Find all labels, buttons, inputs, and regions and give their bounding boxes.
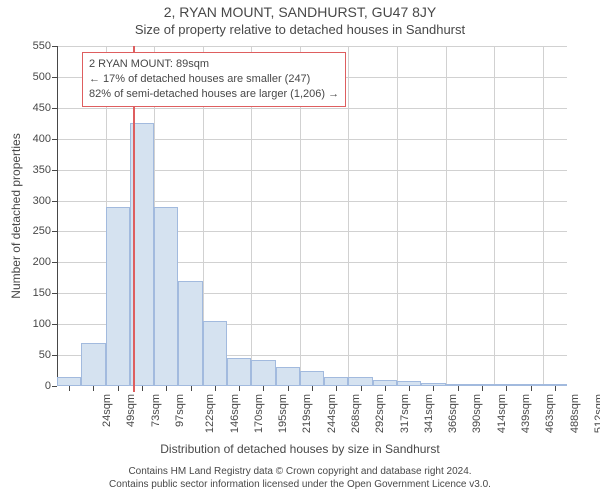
callout-line-larger: 82% of semi-detached houses are larger (… [89, 87, 339, 102]
x-tick-mark [385, 386, 386, 391]
y-tick-label: 50 [39, 349, 57, 361]
y-tick-label: 450 [33, 102, 57, 114]
callout-line-subject: 2 RYAN MOUNT: 89sqm [89, 57, 339, 72]
x-tick-mark [433, 386, 434, 391]
x-tick-mark [118, 386, 119, 391]
y-tick-label: 250 [33, 225, 57, 237]
gridline-v [348, 46, 349, 386]
histogram-bar [57, 377, 81, 386]
x-tick-label: 49sqm [125, 392, 137, 427]
x-tick-mark [239, 386, 240, 391]
y-axis-line [57, 46, 58, 386]
x-tick-mark [93, 386, 94, 391]
y-tick-label: 350 [33, 164, 57, 176]
histogram-bar [348, 377, 372, 386]
plot-area: 05010015020025030035040045050055024sqm49… [57, 46, 567, 386]
x-tick-label: 170sqm [253, 392, 265, 433]
histogram-bar [324, 377, 348, 386]
x-tick-mark [336, 386, 337, 391]
attribution-line1: Contains HM Land Registry data © Crown c… [0, 466, 600, 479]
attribution-line2: Contains public sector information licen… [0, 479, 600, 492]
gridline-v [543, 46, 544, 386]
x-tick-label: 97sqm [174, 392, 186, 427]
x-tick-mark [482, 386, 483, 391]
x-tick-mark [215, 386, 216, 391]
histogram-bar [227, 358, 251, 386]
x-tick-label: 244sqm [326, 392, 338, 433]
x-tick-label: 341sqm [423, 392, 435, 433]
x-tick-label: 366sqm [447, 392, 459, 433]
x-tick-mark [288, 386, 289, 391]
x-tick-mark [531, 386, 532, 391]
x-tick-mark [191, 386, 192, 391]
x-tick-mark [166, 386, 167, 391]
x-tick-mark [263, 386, 264, 391]
x-tick-label: 219sqm [302, 392, 314, 433]
gridline-v [494, 46, 495, 386]
x-tick-label: 73sqm [150, 392, 162, 427]
x-tick-label: 268sqm [350, 392, 362, 433]
y-tick-label: 200 [33, 256, 57, 268]
x-tick-label: 488sqm [569, 392, 581, 433]
x-tick-label: 122sqm [204, 392, 216, 433]
histogram-bar [276, 367, 300, 386]
x-tick-mark [409, 386, 410, 391]
x-tick-label: 390sqm [472, 392, 484, 433]
callout-box: 2 RYAN MOUNT: 89sqm ← 17% of detached ho… [82, 52, 346, 107]
histogram-bar [203, 321, 227, 386]
x-tick-mark [361, 386, 362, 391]
x-tick-label: 317sqm [399, 392, 411, 433]
histogram-bar [178, 281, 202, 386]
y-tick-label: 500 [33, 71, 57, 83]
x-tick-label: 414sqm [496, 392, 508, 433]
histogram-bar [251, 360, 275, 386]
x-tick-label: 24sqm [101, 392, 113, 427]
y-tick-label: 100 [33, 318, 57, 330]
x-tick-mark [458, 386, 459, 391]
y-tick-label: 400 [33, 133, 57, 145]
y-tick-label: 300 [33, 195, 57, 207]
x-tick-mark [506, 386, 507, 391]
histogram-bar [300, 371, 324, 386]
gridline-v [397, 46, 398, 386]
histogram-bar [154, 207, 178, 386]
x-tick-mark [555, 386, 556, 391]
x-tick-label: 195sqm [277, 392, 289, 433]
x-tick-mark [69, 386, 70, 391]
attribution-text: Contains HM Land Registry data © Crown c… [0, 466, 600, 491]
x-tick-label: 292sqm [374, 392, 386, 433]
chart-subtitle: Size of property relative to detached ho… [0, 22, 600, 37]
x-tick-mark [312, 386, 313, 391]
y-axis-label: Number of detached properties [9, 133, 23, 298]
histogram-bar [106, 207, 130, 386]
x-tick-label: 146sqm [229, 392, 241, 433]
y-tick-label: 150 [33, 287, 57, 299]
histogram-bar [81, 343, 105, 386]
x-tick-label: 512sqm [593, 392, 600, 433]
chart-frame: { "title": "2, RYAN MOUNT, SANDHURST, GU… [0, 0, 600, 500]
x-tick-mark [142, 386, 143, 391]
chart-title: 2, RYAN MOUNT, SANDHURST, GU47 8JY [0, 4, 600, 20]
y-tick-label: 0 [45, 380, 57, 392]
x-axis-label: Distribution of detached houses by size … [0, 442, 600, 456]
x-tick-label: 463sqm [544, 392, 556, 433]
callout-line-smaller: ← 17% of detached houses are smaller (24… [89, 72, 339, 87]
y-tick-label: 550 [33, 40, 57, 52]
gridline-v [446, 46, 447, 386]
x-tick-label: 439sqm [520, 392, 532, 433]
